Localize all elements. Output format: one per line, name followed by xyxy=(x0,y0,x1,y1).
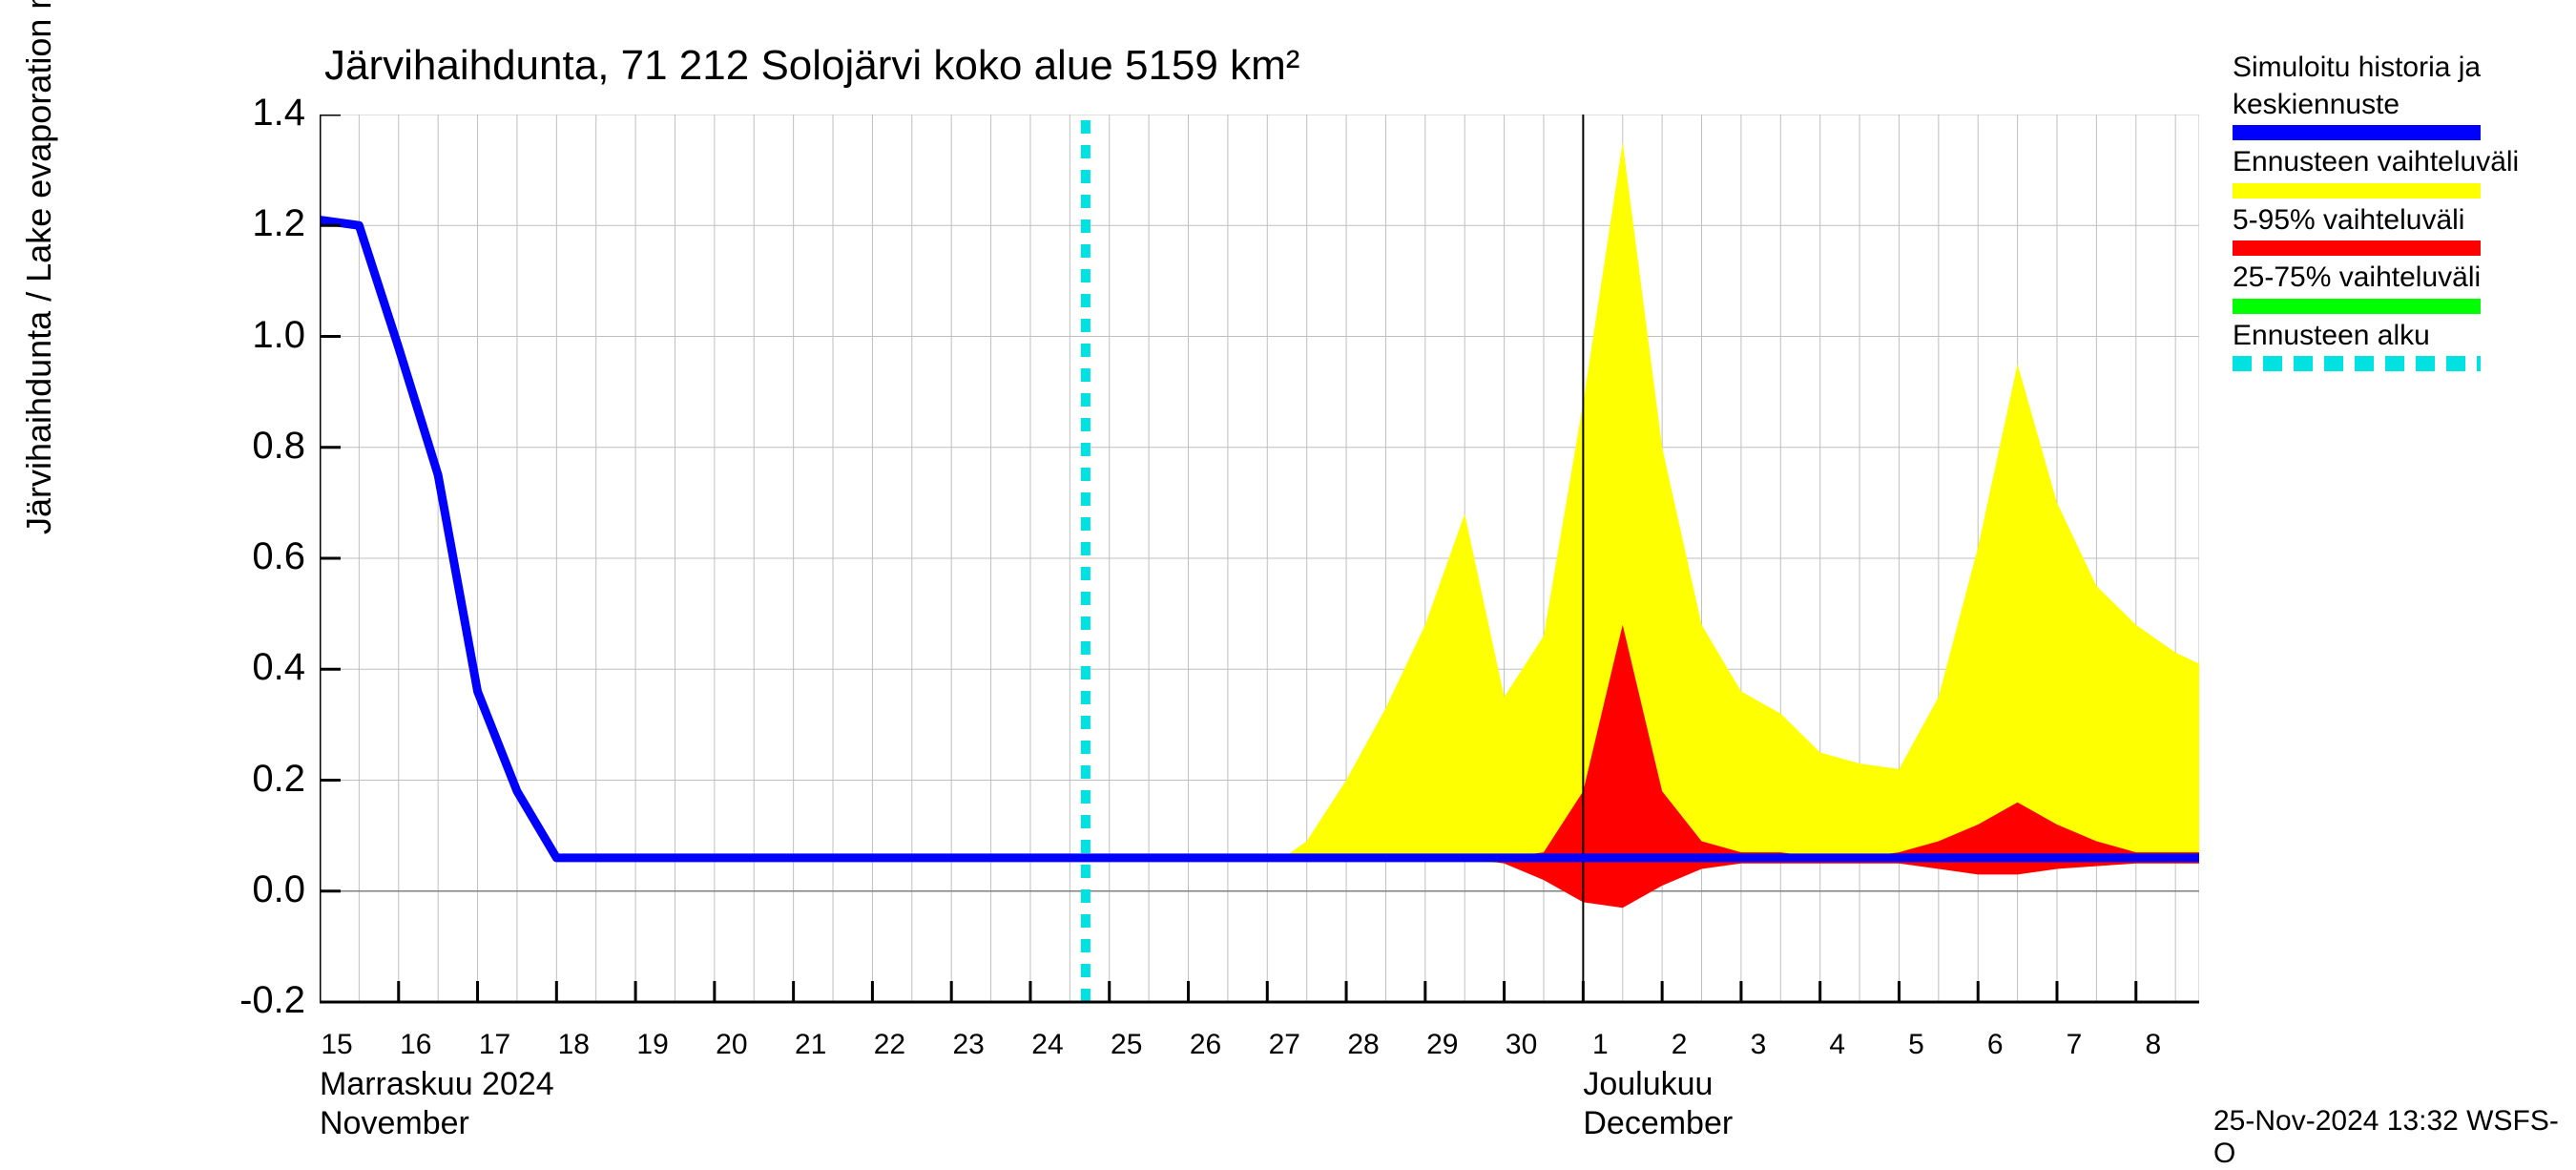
legend-item: 25-75% vaihteluväli xyxy=(2233,261,2566,314)
legend-swatch xyxy=(2233,183,2481,198)
x-tick-label: 15 xyxy=(321,1029,352,1061)
x-tick-label: 20 xyxy=(716,1029,747,1061)
x-tick-label: 24 xyxy=(1031,1029,1063,1061)
x-tick-label: 1 xyxy=(1592,1029,1609,1061)
y-tick-label: 0.6 xyxy=(210,535,305,578)
x-tick-label: 30 xyxy=(1506,1029,1537,1061)
plot-svg xyxy=(320,115,2199,1012)
chart-title: Järvihaihdunta, 71 212 Solojärvi koko al… xyxy=(324,42,1299,90)
chart-page: Järvihaihdunta, 71 212 Solojärvi koko al… xyxy=(0,0,2576,1145)
legend-item: Simuloitu historia ja keskiennuste xyxy=(2233,52,2566,140)
timestamp: 25-Nov-2024 13:32 WSFS-O xyxy=(2213,1105,2576,1170)
x-tick-label: 29 xyxy=(1426,1029,1458,1061)
x-tick-label: 28 xyxy=(1347,1029,1379,1061)
x-tick-label: 17 xyxy=(479,1029,510,1061)
legend-label: 5-95% vaihteluväli xyxy=(2233,204,2566,238)
legend-label: Ennusteen alku xyxy=(2233,320,2566,353)
y-tick-label: 0.8 xyxy=(210,425,305,468)
legend-item: Ennusteen vaihteluväli xyxy=(2233,146,2566,198)
legend-swatch xyxy=(2233,240,2481,256)
x-tick-label: 7 xyxy=(2067,1029,2083,1061)
x-tick-label: 23 xyxy=(952,1029,984,1061)
y-tick-label: 0.2 xyxy=(210,758,305,801)
y-tick-label: -0.2 xyxy=(210,979,305,1022)
y-tick-label: 0.0 xyxy=(210,868,305,911)
x-tick-label: 6 xyxy=(1987,1029,2004,1061)
legend-label: Ennusteen vaihteluväli xyxy=(2233,146,2566,179)
x-tick-label: 21 xyxy=(795,1029,826,1061)
x-tick-label: 3 xyxy=(1751,1029,1767,1061)
month-label: Marraskuu 2024November xyxy=(320,1065,554,1143)
y-axis-label: Järvihaihdunta / Lake evaporation mm/d xyxy=(19,0,59,534)
month-label: JoulukuuDecember xyxy=(1583,1065,1733,1143)
x-tick-label: 25 xyxy=(1111,1029,1142,1061)
legend-swatch xyxy=(2233,299,2481,314)
x-tick-label: 22 xyxy=(874,1029,905,1061)
x-tick-label: 27 xyxy=(1269,1029,1300,1061)
x-tick-label: 2 xyxy=(1672,1029,1688,1061)
legend-label: keskiennuste xyxy=(2233,89,2566,122)
x-tick-label: 19 xyxy=(636,1029,668,1061)
legend-label: 25-75% vaihteluväli xyxy=(2233,261,2566,295)
x-tick-label: 4 xyxy=(1829,1029,1845,1061)
y-tick-label: 0.4 xyxy=(210,646,305,689)
x-tick-label: 26 xyxy=(1190,1029,1221,1061)
x-tick-label: 5 xyxy=(1908,1029,1924,1061)
y-tick-label: 1.0 xyxy=(210,314,305,357)
legend: Simuloitu historia ja keskiennuste Ennuste… xyxy=(2233,52,2566,377)
legend-item: Ennusteen alku xyxy=(2233,320,2566,372)
y-tick-label: 1.2 xyxy=(210,202,305,245)
legend-label: Simuloitu historia ja xyxy=(2233,52,2566,85)
y-tick-label: 1.4 xyxy=(210,92,305,135)
x-tick-label: 8 xyxy=(2145,1029,2161,1061)
legend-swatch xyxy=(2233,125,2481,140)
legend-swatch xyxy=(2233,356,2481,371)
plot-area xyxy=(320,115,2199,1012)
x-tick-label: 18 xyxy=(558,1029,590,1061)
x-tick-label: 16 xyxy=(400,1029,431,1061)
legend-item: 5-95% vaihteluväli xyxy=(2233,204,2566,257)
